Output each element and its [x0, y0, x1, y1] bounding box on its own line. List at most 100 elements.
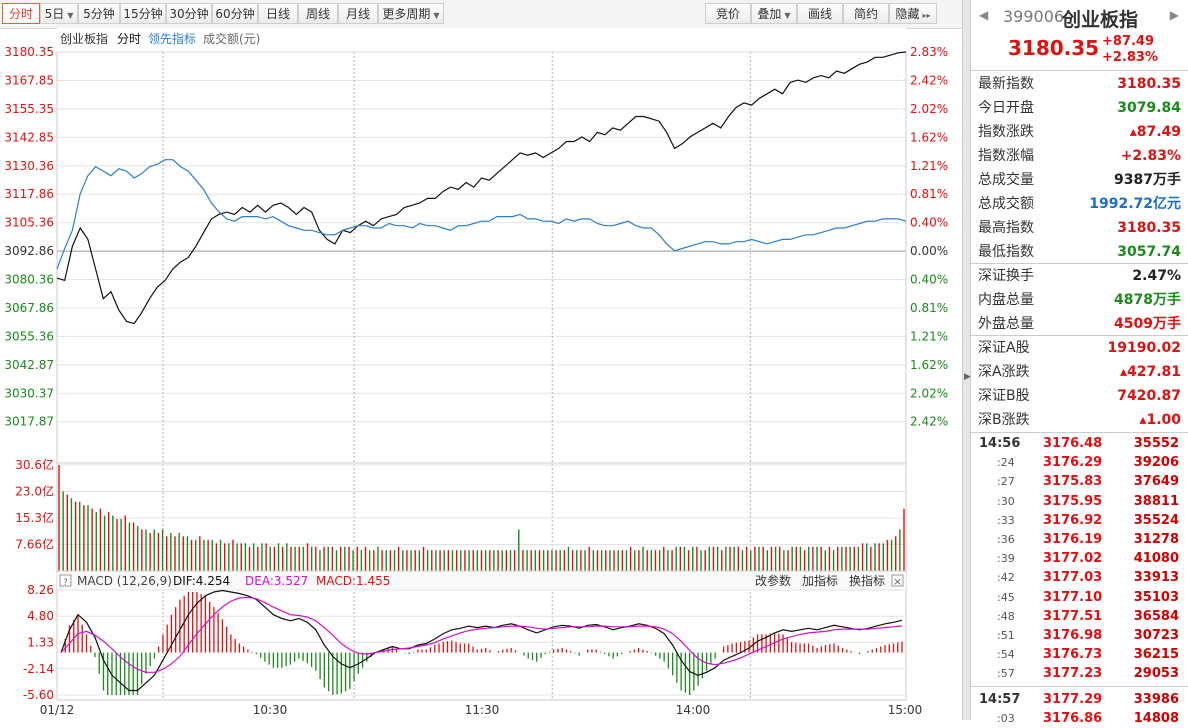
- tick-row: :57 3177.23 29053: [971, 664, 1188, 683]
- period-button-4[interactable]: 30分钟: [166, 3, 212, 24]
- period-button-7[interactable]: 周线: [298, 3, 338, 24]
- stat-row: 深A涨跌 ▴427.81: [971, 360, 1188, 384]
- current-price: 3180.35: [1008, 36, 1100, 60]
- tick-row: :48 3177.51 36584: [971, 607, 1188, 626]
- tick-time: :54: [997, 648, 1015, 662]
- period-button-1[interactable]: 5日 ▼: [40, 3, 78, 24]
- pct-axis-label: 2.42%: [910, 73, 948, 87]
- period-button-label: 60分钟: [215, 7, 255, 21]
- tick-time: :33: [997, 513, 1015, 527]
- pct-axis-label: 0.81%: [910, 301, 948, 315]
- stat-row: 总成交额 1992.72亿元: [971, 192, 1188, 216]
- tick-time: 14:57: [979, 691, 1021, 707]
- tick-time: :42: [997, 571, 1015, 585]
- stat-row: 总成交量 9387万手: [971, 168, 1188, 192]
- tick-volume: 33986: [1133, 691, 1179, 707]
- period-button-6[interactable]: 日线: [258, 3, 298, 24]
- tool-button-4[interactable]: 隐藏 ▸▸: [889, 3, 937, 24]
- tick-volume: 30723: [1133, 628, 1179, 643]
- stat-row: 深B涨跌 ▴1.00: [971, 408, 1188, 432]
- stat-label: 内盘总量: [978, 292, 1034, 308]
- tool-button-0[interactable]: 竞价: [705, 3, 751, 24]
- tick-row: :24 3176.29 39206: [971, 453, 1188, 472]
- macd-axis-label: 8.26: [27, 583, 54, 597]
- stat-label: 最高指数: [978, 220, 1034, 236]
- tick-separator: [971, 685, 1188, 687]
- period-button-label: 15分钟: [123, 7, 163, 21]
- macd-params: MACD (12,26,9): [77, 574, 172, 588]
- tick-row: :42 3177.03 33913: [971, 568, 1188, 587]
- macd-help-icon[interactable]: [59, 574, 72, 587]
- collapse-arrow-icon[interactable]: ▶: [964, 372, 971, 382]
- stat-row: 最新指数 3180.35: [971, 72, 1188, 96]
- price-axis-label: 3055.36: [4, 329, 54, 343]
- price-axis-label: 3030.37: [4, 386, 54, 400]
- stat-row: 外盘总量 4509万手: [971, 312, 1188, 336]
- period-button-9[interactable]: 更多周期 ▼: [378, 3, 444, 24]
- stat-row: 深证换手 2.47%: [971, 264, 1188, 288]
- tool-button-1[interactable]: 叠加 ▼: [751, 3, 797, 24]
- macd-close-icon[interactable]: [891, 574, 904, 587]
- stat-label: 深证B股: [978, 388, 1030, 404]
- macd-axis-label: 1.33: [27, 636, 54, 650]
- tick-time: :03: [997, 711, 1015, 725]
- price-axis-label: 3092.86: [4, 244, 54, 258]
- pct-axis-label: 2.83%: [910, 45, 948, 59]
- volume-axis-label: 7.66亿: [15, 537, 54, 552]
- period-button-2[interactable]: 5分钟: [78, 3, 120, 24]
- tick-time: :48: [997, 609, 1015, 623]
- period-button-5[interactable]: 60分钟: [212, 3, 258, 24]
- tick-volume: 37649: [1133, 474, 1179, 490]
- tool-button-2[interactable]: 画线: [797, 3, 843, 24]
- macd-dif-line: [60, 589, 903, 692]
- tick-time: :45: [997, 590, 1015, 604]
- change-percent: +2.83%: [1102, 50, 1158, 65]
- macd-add-indicator-button[interactable]: 加指标: [802, 573, 838, 588]
- tick-row: 14:57 3177.29 33986: [971, 685, 1188, 709]
- tick-volume: 14808: [1133, 710, 1179, 726]
- time-axis-label: 01/12: [40, 703, 75, 717]
- stat-row: 最低指数 3057.74: [971, 240, 1188, 264]
- dropdown-arrow-icon: ▼: [433, 11, 440, 20]
- panel-splitter[interactable]: ▶: [962, 0, 971, 720]
- pct-axis-label: 1.21%: [910, 159, 948, 173]
- pct-axis-label: 0.40%: [910, 216, 948, 230]
- legend-name: 创业板指: [60, 31, 108, 46]
- stat-row: 深证A股 19190.02: [971, 336, 1188, 360]
- pct-axis-label: 1.62%: [910, 130, 948, 144]
- prev-stock-icon[interactable]: ◀: [979, 8, 989, 22]
- stat-label: 今日开盘: [978, 100, 1034, 116]
- stat-value: 4509万手: [1114, 316, 1181, 332]
- period-button-label: 分时: [8, 7, 33, 21]
- tick-price: 3176.19: [1043, 532, 1103, 547]
- tool-button-label: 画线: [807, 7, 832, 21]
- tick-row: :51 3176.98 30723: [971, 626, 1188, 645]
- period-button-label: 日线: [265, 7, 290, 21]
- time-axis-label: 14:00: [676, 703, 711, 717]
- price-axis-label: 3017.87: [4, 415, 54, 429]
- tool-button-3[interactable]: 简约: [843, 3, 889, 24]
- period-button-8[interactable]: 月线: [338, 3, 378, 24]
- period-button-3[interactable]: 15分钟: [120, 3, 166, 24]
- tick-time: :57: [997, 667, 1015, 681]
- legend-period: 分时: [117, 32, 141, 46]
- price-axis-label: 3167.85: [4, 73, 54, 87]
- macd-axis-label: -5.60: [23, 688, 54, 702]
- tick-price: 3177.03: [1043, 570, 1103, 586]
- period-button-0[interactable]: 分时: [2, 3, 40, 24]
- price-line: [56, 51, 907, 325]
- stat-value: 9387万手: [1114, 172, 1181, 188]
- stat-value: 3079.84: [1117, 100, 1181, 116]
- tick-row: :54 3176.73 36215: [971, 645, 1188, 664]
- stat-label: 最新指数: [978, 76, 1034, 92]
- pct-axis-label: 2.42%: [910, 415, 948, 429]
- macd-change-params-button[interactable]: 改参数: [755, 573, 791, 588]
- macd-switch-indicator-button[interactable]: 换指标: [849, 573, 885, 588]
- next-stock-icon[interactable]: ▶: [1169, 8, 1179, 22]
- period-button-label: 30分钟: [169, 7, 209, 21]
- macd-dif: DIF:4.254: [173, 574, 230, 588]
- tool-button-label: 叠加: [757, 7, 782, 21]
- change-value: +87.49: [1102, 34, 1155, 49]
- stat-value: +2.83%: [1120, 148, 1181, 164]
- stats-separator: [971, 335, 1188, 336]
